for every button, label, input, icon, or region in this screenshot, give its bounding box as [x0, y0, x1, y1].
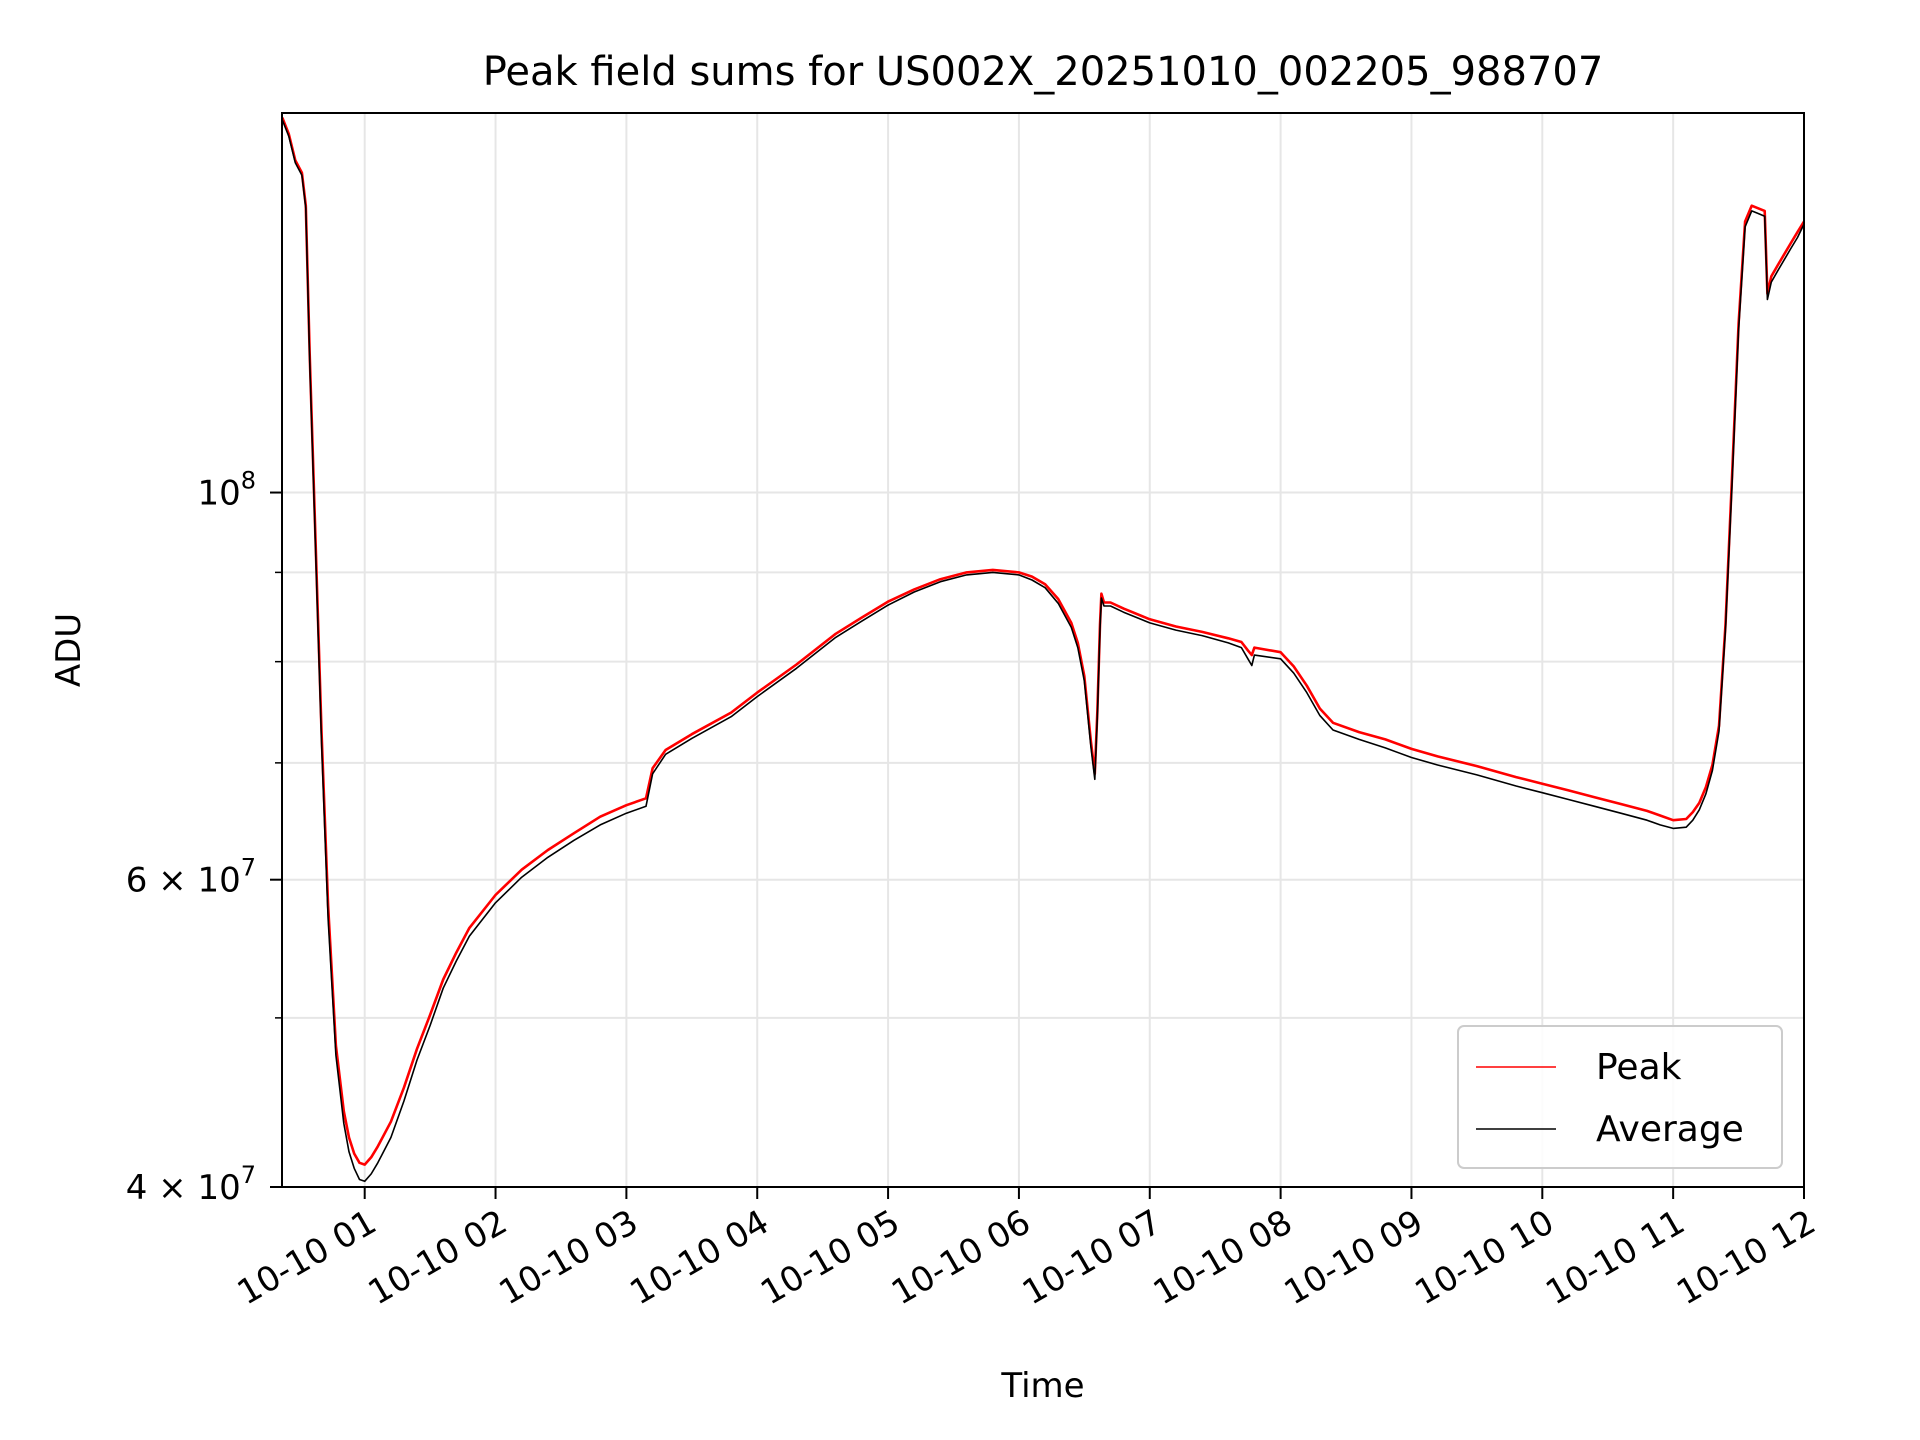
legend-average-label: Average: [1596, 1109, 1744, 1150]
x-tick-label: 10-10 10: [1408, 1202, 1560, 1313]
x-tick-label: 10-10 09: [1278, 1202, 1430, 1313]
y-tick-label: 4 × 107: [126, 1161, 256, 1208]
y-tick-label: 108: [197, 467, 256, 514]
chart-title: Peak field sums for US002X_20251010_0022…: [483, 49, 1604, 95]
series-line-peak: [281, 117, 1806, 1166]
legend: Peak Average: [1457, 1025, 1783, 1169]
x-tick-label: 10-10 12: [1670, 1202, 1822, 1313]
x-tick-label: 10-10 08: [1147, 1202, 1299, 1313]
x-tick-label: 10-10 04: [623, 1202, 775, 1313]
grid-lines: [282, 113, 1804, 1187]
plot-frame: [281, 112, 1805, 1188]
x-tick-label: 10-10 06: [885, 1202, 1037, 1313]
y-axis-label: ADU: [49, 613, 89, 687]
x-tick-label: 10-10 03: [492, 1202, 644, 1313]
x-axis-label: Time: [1000, 1366, 1084, 1406]
x-tick-label: 10-10 07: [1016, 1202, 1168, 1313]
x-tick-label: 10-10 01: [231, 1202, 383, 1313]
series-lines: [281, 117, 1806, 1183]
x-tick-label: 10-10 05: [754, 1202, 906, 1313]
y-tick-label: 6 × 107: [126, 854, 256, 901]
series-line-average: [281, 119, 1805, 1183]
x-tick-label: 10-10 02: [362, 1202, 514, 1313]
legend-box: [1457, 1025, 1783, 1169]
x-tick-label: 10-10 11: [1539, 1202, 1691, 1313]
legend-peak-label: Peak: [1596, 1047, 1682, 1088]
